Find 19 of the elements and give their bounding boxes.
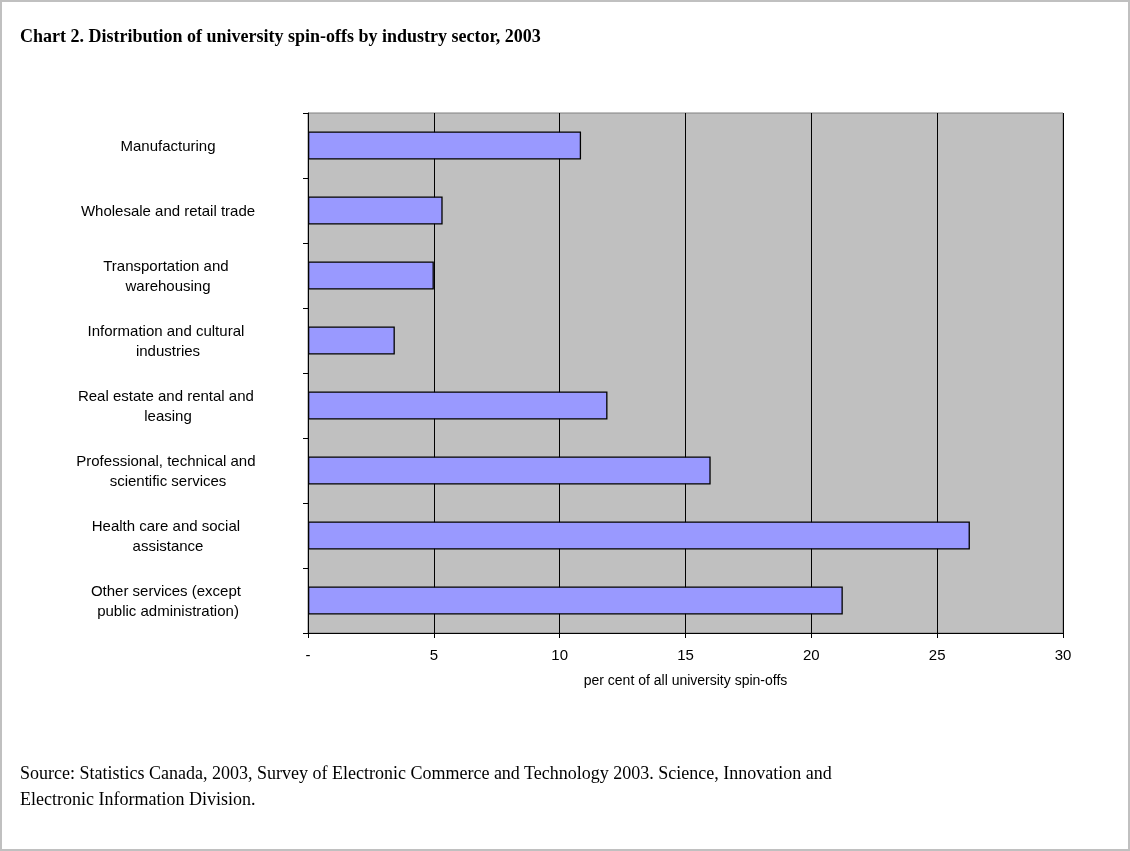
y-tick-label: Professional, technical and scientific services <box>76 452 260 489</box>
bar <box>308 326 395 355</box>
y-tick-label: Health care and social assistance <box>91 517 245 554</box>
x-tick-label: 10 <box>551 646 569 663</box>
y-tick-label: Other services (except public administration) <box>90 582 246 619</box>
y-tick-label: Transportation and warehousing <box>103 257 233 294</box>
chart-title: Chart 2. Distribution of university spin-offs by industry sector, 2003 <box>20 26 541 47</box>
x-tick-label: 30 <box>1054 646 1072 663</box>
x-tick-label: - <box>305 646 311 663</box>
x-tick-label: 20 <box>802 646 820 663</box>
y-tick-label: Real estate and rental and leasing <box>77 387 259 424</box>
x-tick-label: 25 <box>928 646 946 663</box>
source-note: Source: Statistics Canada, 2003, Survey of Electronic Commerce and Technology 2003. Science, Innovation and Electronic Information Division. <box>20 762 833 811</box>
x-tick-label: 5 <box>429 646 439 663</box>
x-tick-label: 15 <box>677 646 694 663</box>
y-tick-label: Information and cultural industries <box>87 322 249 359</box>
x-axis-title: per cent of all university spin-offs <box>583 672 788 688</box>
y-tick-label: Manufacturing <box>120 137 216 154</box>
y-tick-label: Wholesale and retail trade <box>80 202 256 219</box>
